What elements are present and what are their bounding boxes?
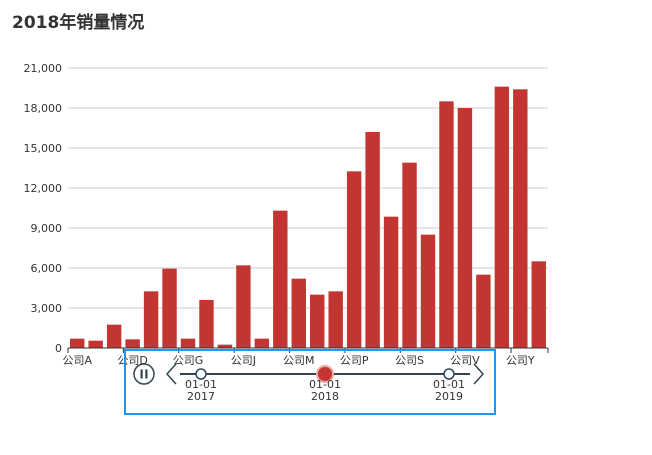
bar	[346, 171, 362, 348]
timeline-year-label: 2018	[311, 390, 339, 403]
bar	[383, 216, 399, 348]
y-tick-label: 6,000	[31, 262, 63, 275]
pause-bar	[140, 369, 143, 379]
timeline-year-label: 2017	[187, 390, 215, 403]
y-axis-ticks: 0 3,000 6,000 9,000 12,000 15,000 18,000 21,000	[24, 62, 63, 355]
x-tick-label: 公司M	[283, 354, 315, 367]
pause-bar	[145, 369, 148, 379]
bar	[88, 340, 103, 348]
bar	[439, 101, 454, 348]
y-tick-label: 0	[55, 342, 62, 355]
x-tick-label: 公司S	[395, 354, 424, 367]
bar	[236, 265, 251, 348]
chart-title: 2018年销量情况	[12, 13, 145, 33]
y-tick-label: 12,000	[24, 182, 63, 195]
timeline-date-label: 01-01	[433, 378, 465, 391]
prev-icon[interactable]	[165, 363, 177, 385]
bar	[365, 132, 380, 348]
next-icon[interactable]	[473, 363, 485, 385]
bar	[513, 89, 528, 348]
x-tick-label: 公司P	[340, 354, 369, 367]
x-tick-label: 公司G	[173, 354, 204, 367]
x-tick-label: 公司A	[62, 354, 92, 367]
bar	[143, 291, 159, 348]
bar	[531, 261, 546, 348]
timeline-current-point[interactable]	[316, 365, 334, 383]
y-tick-label: 9,000	[31, 222, 63, 235]
bar	[70, 338, 85, 348]
bar	[217, 344, 233, 348]
y-tick-label: 15,000	[24, 142, 63, 155]
bar	[125, 339, 140, 348]
x-tick-label: 公司Y	[506, 354, 535, 367]
bar	[310, 294, 325, 348]
x-axis: 公司A 公司D 公司G 公司J 公司M 公司P 公司S 公司V 公司Y	[62, 347, 549, 367]
play-control-circle[interactable]	[133, 363, 155, 385]
timeline-point[interactable]	[195, 368, 207, 380]
bar	[420, 234, 436, 348]
timeline-selection-box	[124, 349, 496, 415]
bar	[254, 338, 270, 348]
bar	[476, 274, 491, 348]
bar	[199, 300, 214, 348]
timeline-point[interactable]	[443, 368, 455, 380]
bar	[180, 338, 196, 348]
bar	[291, 278, 306, 348]
bar	[457, 108, 473, 348]
timeline-year-label: 2019	[435, 390, 463, 403]
bar	[273, 210, 288, 348]
y-tick-label: 21,000	[24, 62, 63, 75]
bars	[70, 86, 546, 349]
grid-lines	[68, 67, 548, 349]
timeline-date-label: 01-01	[309, 378, 341, 391]
x-tick-label: 公司V	[450, 354, 480, 367]
y-tick-label: 18,000	[24, 102, 63, 115]
bar	[494, 86, 510, 349]
bar	[402, 162, 417, 348]
bar	[162, 268, 177, 348]
x-tick-label: 公司J	[231, 354, 256, 367]
y-tick-label: 3,000	[31, 302, 63, 315]
bar	[328, 291, 343, 348]
bar	[106, 324, 122, 348]
timeline-date-label: 01-01	[185, 378, 217, 391]
pause-icon[interactable]	[133, 363, 155, 385]
